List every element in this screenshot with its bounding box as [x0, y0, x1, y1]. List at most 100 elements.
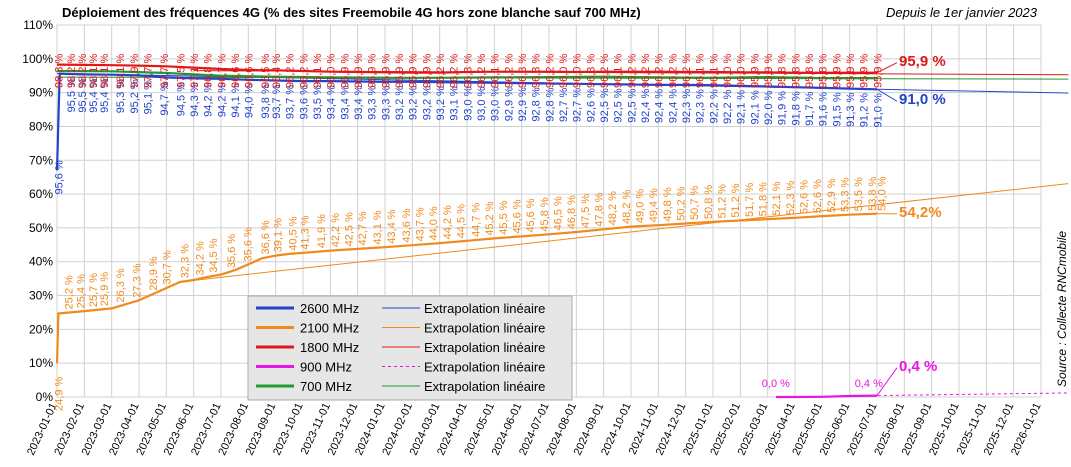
data-label: 92,1 %: [736, 90, 748, 124]
data-label: 26,3 %: [115, 268, 127, 302]
y-tick-label: 40%: [29, 255, 53, 269]
data-label: 93,7 %: [285, 85, 297, 119]
data-label: 46,8 %: [566, 195, 578, 229]
data-label: 95,9 %: [763, 54, 775, 88]
data-label: 92,8 %: [531, 87, 543, 121]
data-label: 92,8 %: [544, 87, 556, 121]
data-label: 96,2 %: [435, 54, 447, 88]
legend-label: 2100 MHz: [300, 321, 359, 336]
data-label: 93,0 %: [490, 87, 502, 121]
y-tick-label: 100%: [22, 52, 53, 66]
data-label: 52,6 %: [812, 179, 824, 213]
point-labels: 95,6 %95,5 %95,5 %95,4 %95,4 % 95,3 % 95,2…: [54, 54, 898, 411]
data-label: 41,9 %: [316, 214, 328, 248]
data-label: 92,5 %: [626, 88, 638, 122]
data-label: 95,9 %: [872, 54, 884, 88]
data-label: 92,2 %: [708, 89, 720, 123]
data-label: 51,2 %: [717, 184, 729, 218]
data-label: 92,4 %: [654, 89, 666, 123]
data-label: 30,7 %: [162, 250, 174, 284]
data-label: 95,6 %: [54, 160, 66, 194]
data-label: 96,2 %: [640, 54, 652, 88]
legend-extrapolation-label: Extrapolation linéaire: [424, 379, 545, 394]
data-label: 94,0 %: [244, 84, 256, 118]
data-label: 94,5 %: [175, 82, 187, 116]
data-label: 96,6 %: [230, 54, 242, 88]
series-line-1800-mhz: [56, 63, 877, 74]
data-label: 95,8 %: [790, 54, 802, 88]
data-label: 93,0 %: [476, 86, 488, 120]
end-label-2100-mhz: 54,2%: [899, 203, 942, 221]
data-label: 93,8 %: [260, 84, 272, 118]
data-label: 51,8 %: [758, 182, 770, 216]
data-label: 95,5 %: [77, 78, 89, 112]
data-label: 92,4 %: [640, 88, 652, 122]
data-label: 54,0 %: [876, 176, 888, 210]
data-label: 47,8 %: [594, 192, 606, 226]
data-label: 95,8 %: [777, 54, 789, 88]
data-label: 43,4 %: [386, 209, 398, 243]
data-label: 48,2 %: [607, 191, 619, 225]
y-tick-label: 30%: [29, 289, 53, 303]
end-label-2600-mhz: 91,0 %: [899, 91, 946, 109]
data-label: 50,2 %: [676, 186, 688, 220]
data-label: 93,3 %: [367, 85, 379, 119]
data-label: 44,2 %: [442, 205, 454, 239]
data-label: 39,1 %: [272, 218, 284, 252]
data-label: 96,1 %: [613, 54, 625, 88]
data-label: 95,4 %: [99, 78, 111, 112]
data-label: 25,9 %: [99, 272, 111, 306]
data-label: 52,9 %: [826, 178, 838, 212]
data-label: 96,0 %: [736, 54, 748, 88]
y-tick-label: 10%: [29, 356, 53, 370]
data-label: 44,0 %: [428, 206, 440, 240]
data-label: 95,9 %: [394, 54, 406, 88]
data-label: 94,2 %: [216, 83, 228, 117]
data-label: 92,7 %: [558, 87, 570, 121]
data-label: 45,2 %: [484, 201, 496, 235]
data-label: 93,2 %: [408, 86, 420, 120]
data-label: 0,0 %: [762, 378, 790, 390]
data-label: 95,9 %: [421, 54, 433, 88]
data-label: 95,8 %: [804, 54, 816, 88]
legend-label: 2600 MHz: [300, 301, 359, 316]
source-note: Source : Collecte RNCmobile: [1049, 0, 1069, 467]
data-label: 28,9 %: [148, 256, 160, 290]
data-label: 93,4 %: [353, 85, 365, 119]
data-label: 95,9 %: [367, 54, 379, 88]
data-label: 95,8 %: [818, 54, 830, 88]
data-label: 97,1 %: [189, 54, 201, 88]
y-tick-label: 70%: [29, 153, 53, 167]
data-label: 95,9 %: [831, 54, 843, 88]
extrapolation-2100-mhz: [193, 183, 1069, 281]
legend-label: 700 MHz: [300, 379, 352, 394]
data-label: 96,1 %: [312, 54, 324, 88]
data-label: 96,0 %: [572, 54, 584, 88]
data-label: 95,9 %: [845, 54, 857, 88]
data-label: 95,9 %: [380, 54, 392, 88]
data-label: 48,2 %: [621, 189, 633, 223]
series-lines: [55, 63, 878, 399]
data-label: 96,6 %: [244, 54, 256, 88]
data-label: 52,6 %: [799, 180, 811, 214]
data-label: 41,3 %: [300, 215, 312, 249]
y-tick-label: 80%: [29, 119, 53, 133]
data-label: 91,5 %: [831, 92, 843, 126]
data-label: 92,1 %: [749, 90, 761, 124]
data-label: 96,2 %: [681, 54, 693, 88]
data-label: 95,1 %: [143, 80, 155, 114]
data-label: 97,5 %: [175, 54, 187, 88]
data-label: 96,3 %: [517, 54, 529, 88]
data-label: 95,9 %: [339, 54, 351, 88]
data-label: 51,7 %: [744, 183, 756, 217]
data-label: 92,5 %: [613, 88, 625, 122]
data-label: 93,0 %: [462, 86, 474, 120]
data-label: 96,2 %: [285, 54, 297, 88]
end-label-connector: [876, 367, 898, 396]
data-label: 96,2 %: [476, 54, 488, 88]
legend-extrapolation-label: Extrapolation linéaire: [424, 340, 545, 355]
data-label: 45,6 %: [512, 199, 524, 233]
data-label: 92,6 %: [585, 88, 597, 122]
data-label: 96,7 %: [216, 54, 228, 88]
data-label: 49,0 %: [635, 189, 647, 223]
